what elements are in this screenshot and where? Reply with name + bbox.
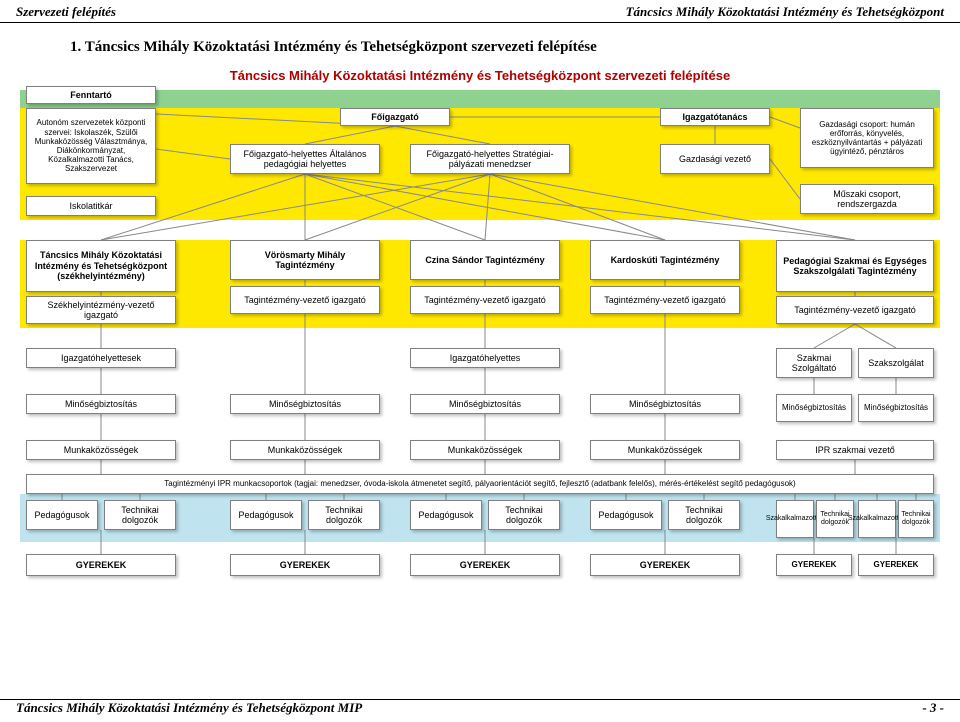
node-p3: Pedagógusok xyxy=(410,500,482,530)
header-left: Szervezeti felépítés xyxy=(16,4,116,20)
node-t2: Technikai dolgozók xyxy=(308,500,380,530)
node-mb3: Minőségbiztosítás xyxy=(410,394,560,414)
node-v5: Tagintézmény-vezető igazgató xyxy=(776,296,934,324)
node-gy4: GYEREKEK xyxy=(590,554,740,576)
node-mb4: Minőségbiztosítás xyxy=(590,394,740,414)
node-mb5: Minőségbiztosítás xyxy=(776,394,852,422)
node-v1: Székhelyintézmény-vezető igazgató xyxy=(26,296,176,324)
node-mk2: Munkaközösségek xyxy=(230,440,380,460)
org-chart: Táncsics Mihály Közoktatási Intézmény és… xyxy=(20,64,940,624)
node-szszolg: Szakmai Szolgáltató xyxy=(776,348,852,378)
node-ih3: Igazgatóhelyettes xyxy=(410,348,560,368)
node-gy2: GYEREKEK xyxy=(230,554,380,576)
node-ih1: Igazgatóhelyettesek xyxy=(26,348,176,368)
node-tag2: Vörösmarty Mihály Tagintézmény xyxy=(230,240,380,280)
node-t6: Technikai dolgozók xyxy=(898,500,934,538)
node-t4: Technikai dolgozók xyxy=(668,500,740,530)
node-gy1: GYEREKEK xyxy=(26,554,176,576)
node-t3: Technikai dolgozók xyxy=(488,500,560,530)
node-v3: Tagintézmény-vezető igazgató xyxy=(410,286,560,314)
node-p5: Szakalkalmazottak xyxy=(776,500,814,538)
node-iprrow: Tagintézményi IPR munkacsoportok (tagjai… xyxy=(26,474,934,494)
node-mb2: Minőségbiztosítás xyxy=(230,394,380,414)
node-gazdcsop: Gazdasági csoport: humán erőforrás, köny… xyxy=(800,108,934,168)
node-foigh1: Főigazgató-helyettes Általános pedagógia… xyxy=(230,144,380,174)
node-gy3: GYEREKEK xyxy=(410,554,560,576)
node-v4: Tagintézmény-vezető igazgató xyxy=(590,286,740,314)
node-gy5: GYEREKEK xyxy=(776,554,852,576)
node-p2: Pedagógusok xyxy=(230,500,302,530)
node-tag5: Pedagógiai Szakmai és Egységes Szakszolg… xyxy=(776,240,934,292)
section-title: 1. Táncsics Mihály Közoktatási Intézmény… xyxy=(0,23,960,64)
node-tag4: Kardoskúti Tagintézmény xyxy=(590,240,740,280)
footer-left: Táncsics Mihály Közoktatási Intézmény és… xyxy=(16,700,362,716)
node-foigh2: Főigazgató-helyettes Stratégiai- pályáza… xyxy=(410,144,570,174)
node-fenntarto: Fenntartó xyxy=(26,86,156,104)
node-p1: Pedagógusok xyxy=(26,500,98,530)
node-iskolatitkar: Iskolatitkár xyxy=(26,196,156,216)
footer-right: - 3 - xyxy=(922,700,944,716)
node-tag1: Táncsics Mihály Közoktatási Intézmény és… xyxy=(26,240,176,292)
node-szszolg2: Szakszolgálat xyxy=(858,348,934,378)
node-t1: Technikai dolgozók xyxy=(104,500,176,530)
node-ipr: IPR szakmai vezető xyxy=(776,440,934,460)
node-mk3: Munkaközösségek xyxy=(410,440,560,460)
node-p6: Szakalkalmazottak xyxy=(858,500,896,538)
node-gazdvez: Gazdasági vezető xyxy=(660,144,770,174)
node-p4: Pedagógusok xyxy=(590,500,662,530)
node-igtanacs: Igazgatótanács xyxy=(660,108,770,126)
node-mb1: Minőségbiztosítás xyxy=(26,394,176,414)
node-tag3: Czina Sándor Tagintézmény xyxy=(410,240,560,280)
node-mk1: Munkaközösségek xyxy=(26,440,176,460)
node-mk4: Munkaközösségek xyxy=(590,440,740,460)
node-mb6: Minőségbiztosítás xyxy=(858,394,934,422)
header-right: Táncsics Mihály Közoktatási Intézmény és… xyxy=(626,4,944,20)
node-foig: Főigazgató xyxy=(340,108,450,126)
band xyxy=(20,90,940,108)
node-v2: Tagintézmény-vezető igazgató xyxy=(230,286,380,314)
node-gy6: GYEREKEK xyxy=(858,554,934,576)
node-muszaki: Műszaki csoport, rendszergazda xyxy=(800,184,934,214)
node-autonom: Autonóm szervezetek központi szervei: Is… xyxy=(26,108,156,184)
chart-title: Táncsics Mihály Közoktatási Intézmény és… xyxy=(20,64,940,87)
